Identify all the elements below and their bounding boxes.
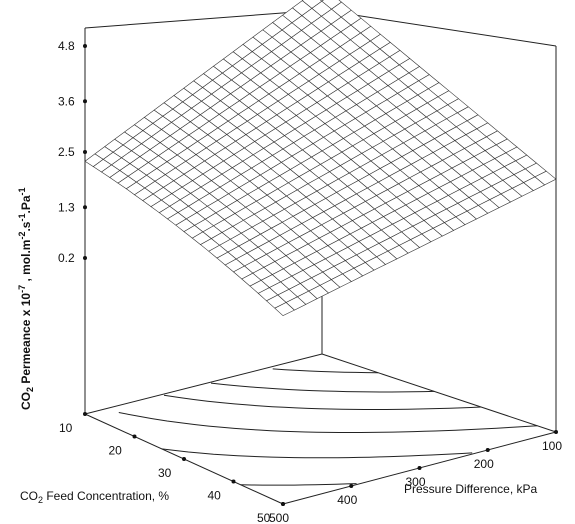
y-tick-mark-3 (349, 484, 354, 488)
z-tick-label-4: 4.8 (58, 39, 75, 53)
z-tick-label-2: 2.5 (58, 145, 75, 159)
contour-line-2 (118, 412, 538, 433)
y-tick-mark-1 (485, 448, 490, 452)
y-tick-mark-4 (281, 502, 285, 506)
x-tick-label-1: 20 (109, 444, 123, 458)
z-tick-label-1: 1.3 (58, 200, 75, 214)
z-tick-mark-3 (83, 99, 87, 104)
surface-cell (274, 302, 295, 317)
x-tick-label-2: 30 (158, 466, 172, 480)
x-tick-mark-3 (231, 479, 236, 484)
contour-line-1 (161, 448, 473, 459)
z-tick-label-3: 3.6 (58, 94, 75, 108)
response-surface (84, 0, 557, 317)
z-tick-mark-2 (83, 150, 87, 154)
z-axis-label: CO2 Permeance x 10-7 , mol.m-2.s-1.Pa-1 (17, 187, 35, 410)
box-edge-floor-back-right (321, 353, 557, 433)
y-axis-label: Pressure Difference, kPa (404, 482, 537, 496)
axis-ticks: 0.2 1.3 2.5 3.6 4.8 10 20 30 40 50 100 200 300 400 500 (58, 39, 562, 524)
y-tick-label-1: 200 (474, 457, 494, 471)
x-tick-label-4: 50 (257, 511, 271, 524)
y-tick-mark-2 (417, 466, 422, 470)
x-tick-mark-1 (132, 434, 137, 439)
x-tick-label-3: 40 (208, 489, 222, 503)
x-tick-mark-0 (83, 412, 87, 416)
y-tick-label-2: 300 (405, 475, 425, 489)
contour-line-3 (163, 394, 482, 410)
z-tick-mark-4 (83, 44, 87, 48)
z-tick-label-0: 0.2 (58, 251, 75, 265)
z-tick-mark-1 (83, 205, 87, 210)
x-axis-label: CO2 Feed Concentration, % (20, 489, 169, 505)
box-edge-floor-back-left (84, 353, 323, 415)
y-tick-label-0: 100 (542, 439, 562, 453)
contour-line-4 (210, 382, 435, 393)
x-tick-label-0: 10 (59, 421, 73, 435)
y-tick-mark-0 (554, 430, 558, 434)
contour-line-0 (240, 483, 357, 486)
y-tick-label-4: 500 (269, 511, 289, 524)
y-tick-label-3: 400 (337, 493, 357, 507)
box-edge-top-back (84, 9, 323, 29)
box-edge-top-right (321, 9, 557, 47)
contour-line-5 (272, 368, 379, 374)
floor-contours (118, 368, 538, 486)
x-tick-mark-2 (182, 457, 186, 461)
z-tick-mark-0 (83, 256, 87, 260)
